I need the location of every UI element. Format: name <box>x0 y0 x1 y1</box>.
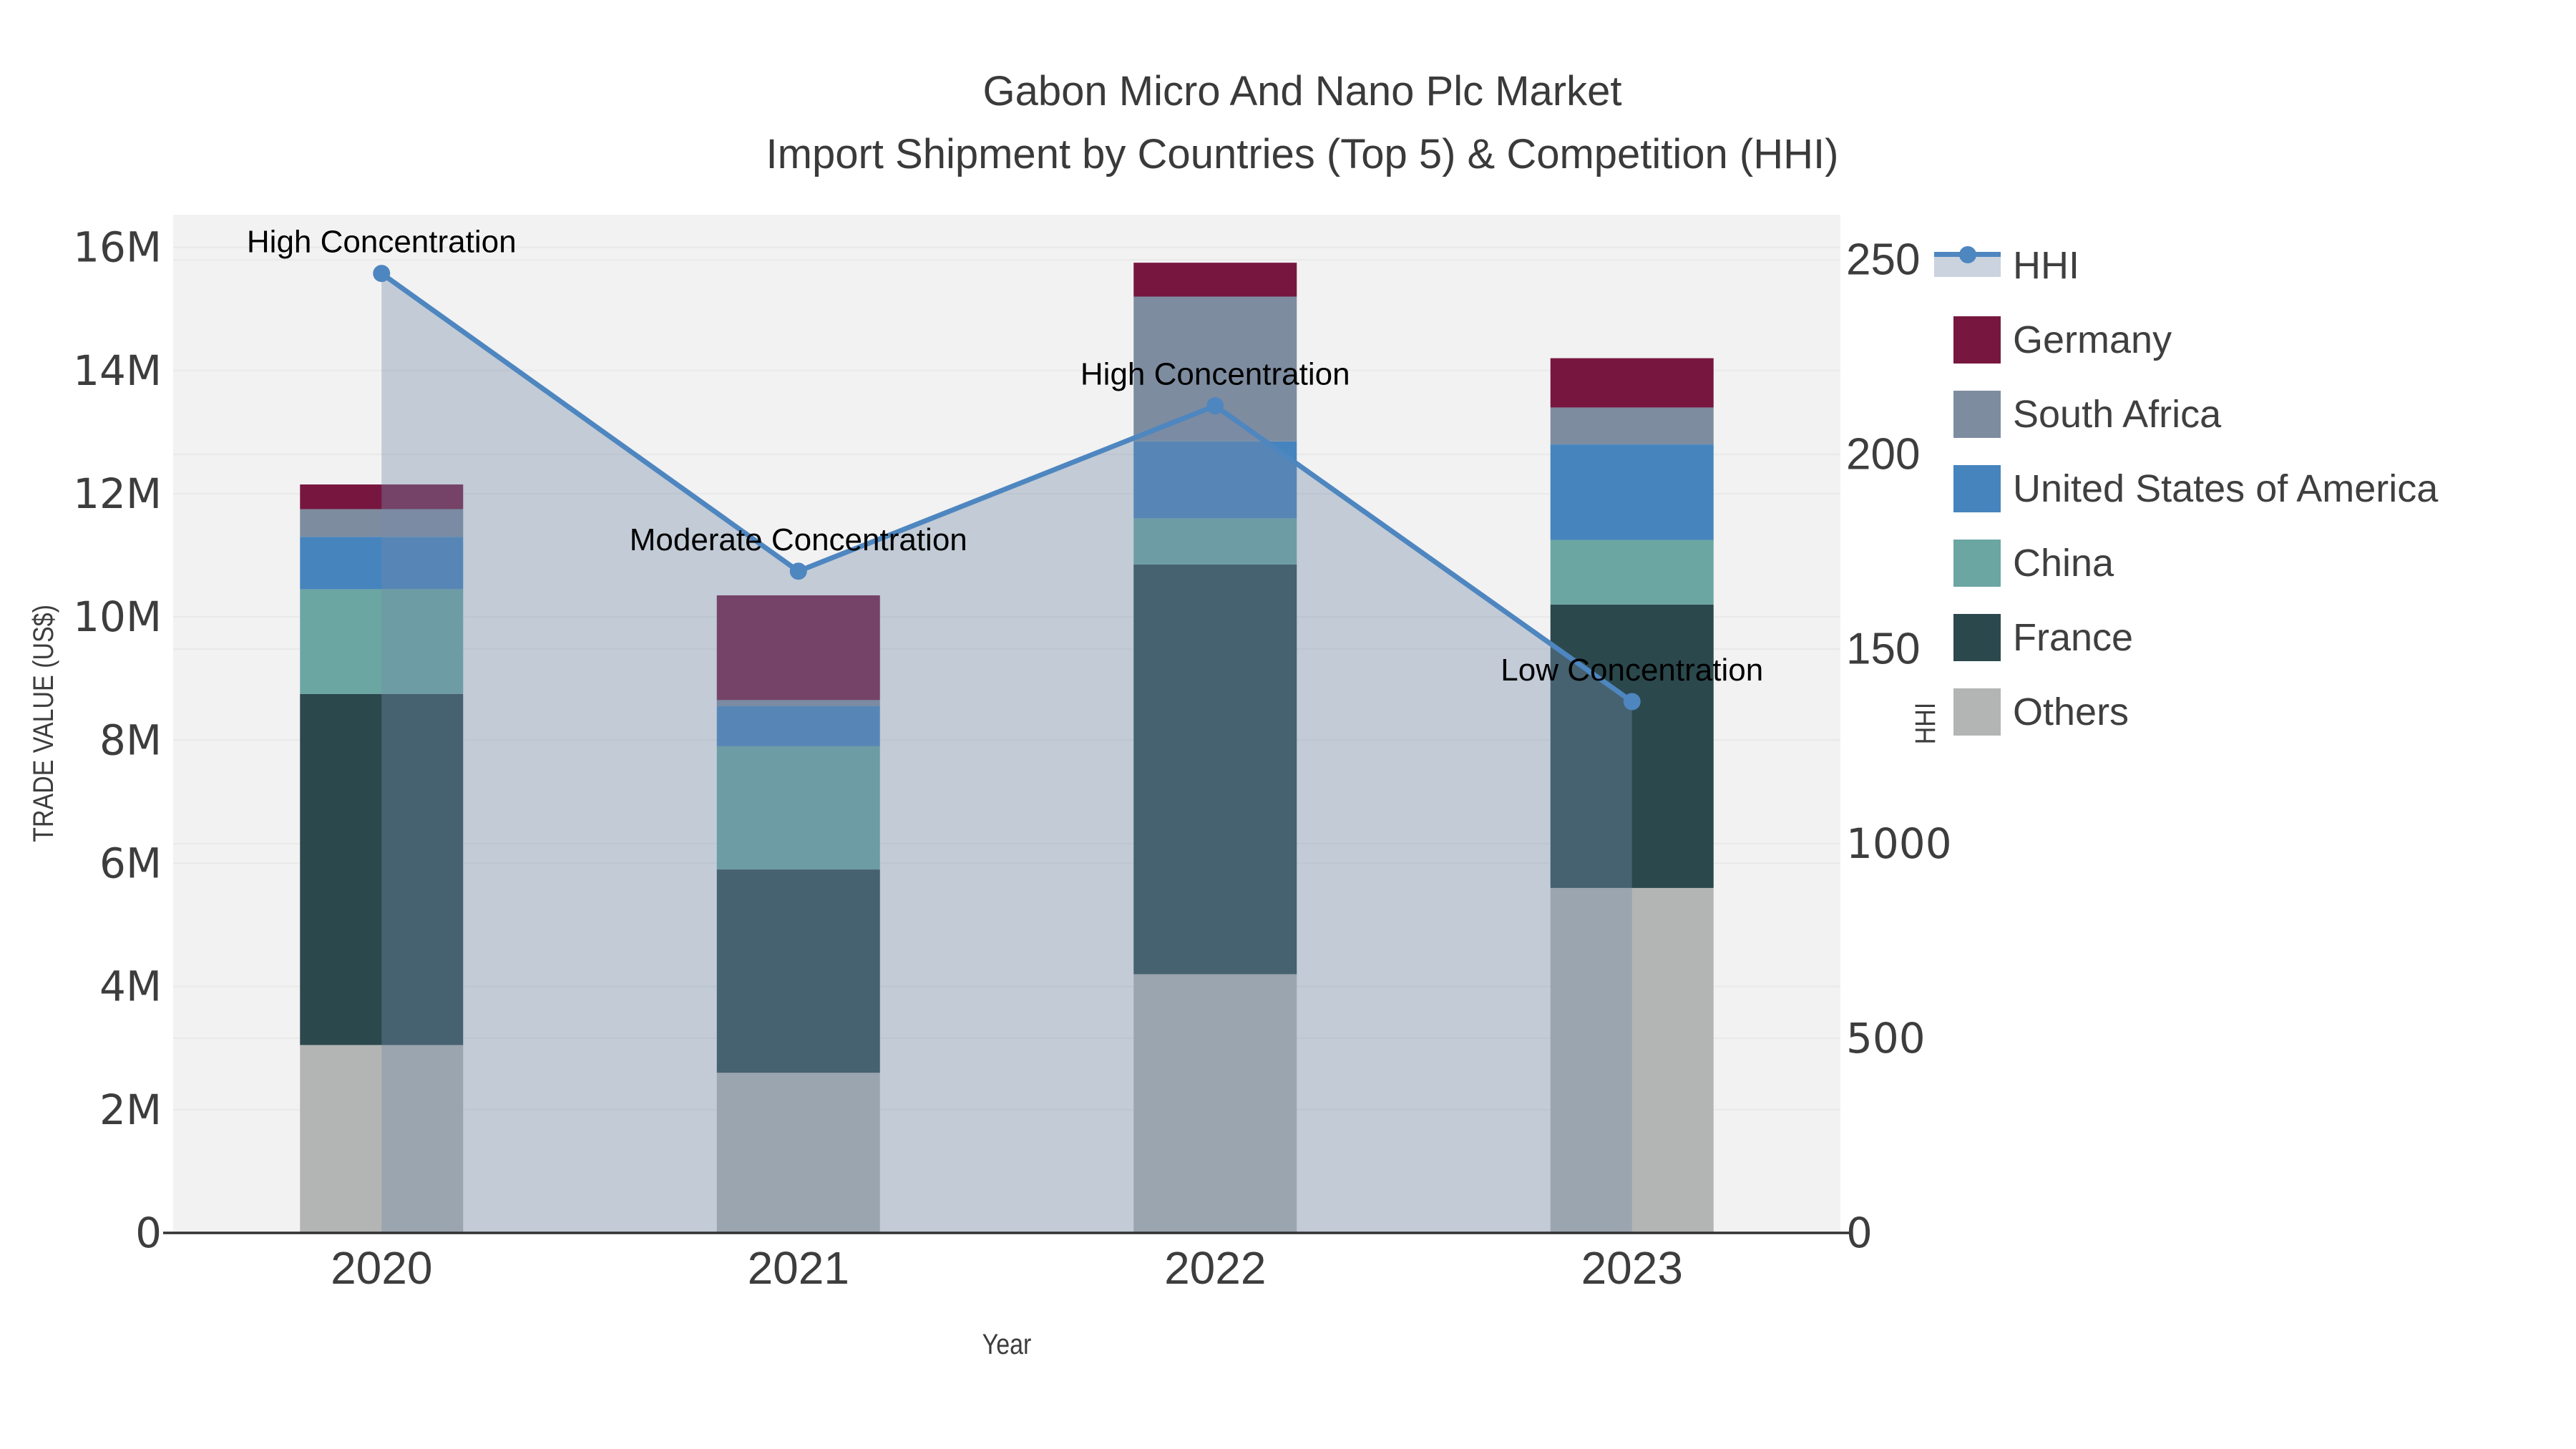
bar-segment-france-2022[interactable] <box>1133 564 1297 975</box>
bar-segment-china-2022[interactable] <box>1133 518 1297 565</box>
south-africa-swatch-icon <box>1953 391 2001 438</box>
y-right-lower-tick-label: 500 <box>1846 1014 1926 1063</box>
hhi-legend-glyph <box>1934 242 2001 289</box>
others-swatch-icon <box>1953 688 2001 736</box>
annotation-2021: Moderate Concentration <box>630 522 967 557</box>
x-tick-label-2020: 2020 <box>331 1242 432 1294</box>
bar-segment-united-states-of-america-2023[interactable] <box>1550 444 1714 540</box>
bar-segment-germany-2022[interactable] <box>1133 263 1297 297</box>
y-left-tick-label: 2M <box>99 1085 162 1134</box>
bar-segment-others-2022[interactable] <box>1133 974 1297 1233</box>
bar-segment-others-2020[interactable] <box>300 1045 464 1233</box>
hhi-area <box>381 273 1632 1234</box>
hhi-point-2022[interactable] <box>1206 397 1224 415</box>
legend-label: Others <box>2013 691 2129 733</box>
bar-segment-germany-2021[interactable] <box>716 595 880 701</box>
legend: HHI Germany South Africa United States o… <box>1934 242 2438 763</box>
y-right-lower-tick-label: 1000 <box>1846 819 1952 868</box>
bar-segment-others-2021[interactable] <box>716 1073 880 1233</box>
x-tick-label-2023: 2023 <box>1581 1242 1683 1294</box>
bar-segment-china-2020[interactable] <box>300 589 464 694</box>
legend-item-china[interactable]: China <box>1934 540 2438 587</box>
france-swatch-icon <box>1953 614 2001 661</box>
bar-segment-others-2023[interactable] <box>1550 887 1714 1233</box>
hhi-point-2020[interactable] <box>373 265 391 283</box>
hhi-point-2023[interactable] <box>1623 693 1641 711</box>
annotation-2023: Low Concentration <box>1501 653 1763 688</box>
germany-swatch-icon <box>1953 316 2001 364</box>
bar-segment-france-2020[interactable] <box>300 693 464 1045</box>
chart-title: Gabon Micro And Nano Plc Market Import S… <box>0 60 2576 186</box>
hhi-marker-icon <box>1959 246 1976 263</box>
usa-swatch-icon <box>1953 465 2001 512</box>
y-left-tick-label: 16M <box>73 223 162 272</box>
y-left-tick-label: 8M <box>99 716 162 764</box>
y-right-upper-tick-label: 250 <box>1846 235 1920 285</box>
bar-segment-south-africa-2022[interactable] <box>1133 296 1297 441</box>
annotation-2022: High Concentration <box>1080 357 1350 392</box>
legend-label: Germany <box>2013 318 2172 361</box>
y-left-tick-label: 10M <box>73 592 162 641</box>
chart-title-line1: Gabon Micro And Nano Plc Market <box>982 68 1622 114</box>
bar-segment-south-africa-2020[interactable] <box>300 509 464 537</box>
hhi-point-2021[interactable] <box>789 562 807 580</box>
bar-segment-united-states-of-america-2021[interactable] <box>716 706 880 746</box>
y-left-tick-label: 0 <box>135 1209 162 1257</box>
legend-label: South Africa <box>2013 393 2222 436</box>
y-right-axis-title: HHI <box>1908 703 1941 745</box>
legend-label: HHI <box>2013 244 2079 287</box>
bar-segment-france-2021[interactable] <box>716 869 880 1073</box>
y-right-upper-tick-label: 200 <box>1846 430 1920 479</box>
legend-item-usa[interactable]: United States of America <box>1934 465 2438 512</box>
legend-item-hhi[interactable]: HHI <box>1934 242 2438 289</box>
legend-item-germany[interactable]: Germany <box>1934 316 2438 364</box>
bar-segment-france-2023[interactable] <box>1550 604 1714 888</box>
bar-segment-china-2021[interactable] <box>716 746 880 870</box>
x-tick-label-2022: 2022 <box>1164 1242 1266 1294</box>
y-left-tick-label: 6M <box>99 839 162 887</box>
china-swatch-icon <box>1953 540 2001 587</box>
bar-segment-china-2023[interactable] <box>1550 540 1714 605</box>
annotation-2020: High Concentration <box>247 225 517 260</box>
y-left-axis-title: TRADE VALUE (US$) <box>26 605 59 842</box>
bar-segment-germany-2020[interactable] <box>300 484 464 509</box>
hhi-line[interactable] <box>380 271 1634 704</box>
x-axis-title: Year <box>982 1327 1032 1360</box>
legend-label: France <box>2013 616 2134 659</box>
chart-title-line2: Import Shipment by Countries (Top 5) & C… <box>766 131 1839 177</box>
legend-item-others[interactable]: Others <box>1934 688 2438 736</box>
legend-label: China <box>2013 542 2114 585</box>
bar-segment-united-states-of-america-2022[interactable] <box>1133 441 1297 519</box>
y-left-tick-label: 14M <box>73 346 162 395</box>
bar-segment-south-africa-2021[interactable] <box>716 700 880 706</box>
y-left-tick-label: 4M <box>99 962 162 1011</box>
x-tick-label-2021: 2021 <box>748 1242 849 1294</box>
bar-segment-germany-2023[interactable] <box>1550 358 1714 408</box>
bar-segment-south-africa-2023[interactable] <box>1550 407 1714 445</box>
legend-item-south-africa[interactable]: South Africa <box>1934 391 2438 438</box>
bar-segment-united-states-of-america-2020[interactable] <box>300 537 464 590</box>
legend-item-france[interactable]: France <box>1934 614 2438 661</box>
y-right-upper-tick-label: 150 <box>1846 625 1920 674</box>
legend-label: United States of America <box>2013 467 2439 510</box>
y-right-lower-tick-label: 0 <box>1846 1209 1873 1257</box>
y-left-tick-label: 12M <box>73 469 162 518</box>
